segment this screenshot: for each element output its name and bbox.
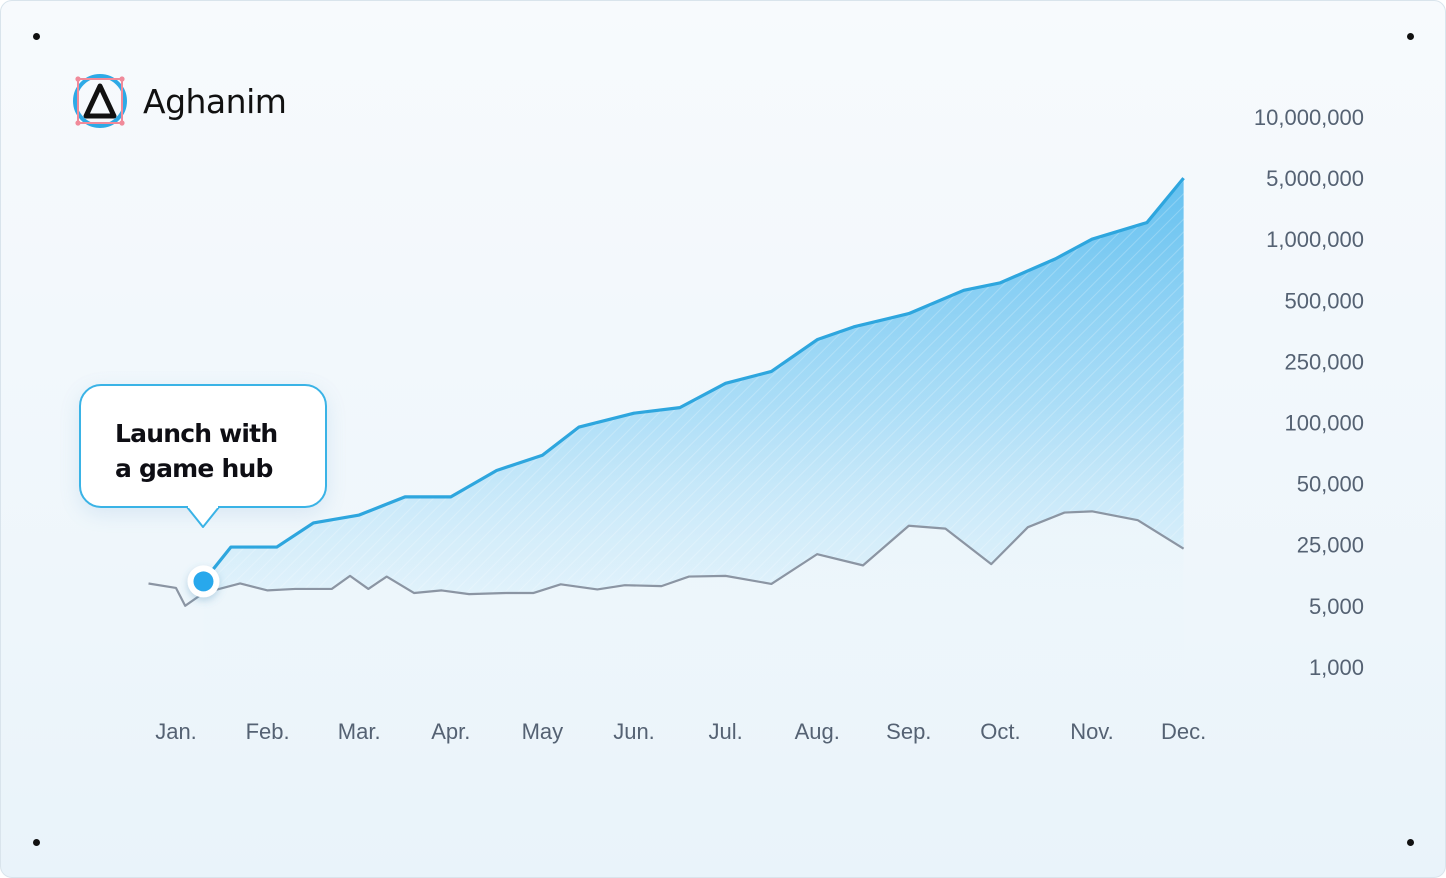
y-tick-label: 25,000 <box>1297 533 1364 558</box>
launch-marker <box>193 571 214 592</box>
x-tick-label: Apr. <box>431 719 470 744</box>
x-tick-label: Sep. <box>886 719 931 744</box>
area-hatch <box>203 178 1184 595</box>
x-tick-label: Oct. <box>980 719 1020 744</box>
y-tick-label: 250,000 <box>1284 349 1364 374</box>
y-tick-label: 1,000,000 <box>1266 227 1364 252</box>
callout-tail <box>186 501 220 528</box>
series-without-game-hub <box>148 510 1185 607</box>
x-tick-label: May <box>522 719 564 744</box>
corner-dot-top-right <box>1407 33 1414 40</box>
series-with-game-hub <box>202 177 1185 583</box>
y-tick-label: 50,000 <box>1297 472 1364 497</box>
x-tick-label: Aug. <box>795 719 840 744</box>
brand-name: Aghanim <box>143 81 287 121</box>
x-tick-label: Jun. <box>613 719 655 744</box>
x-tick-label: Feb. <box>246 719 290 744</box>
brand-logo: Aghanim <box>71 71 287 131</box>
x-tick-label: Nov. <box>1070 719 1114 744</box>
launch-callout: Launch with a game hub <box>79 384 327 508</box>
y-tick-label: 10,000,000 <box>1254 105 1364 130</box>
callout-line-1: Launch with <box>115 419 278 448</box>
y-tick-label: 5,000 <box>1309 594 1364 619</box>
callout-text: Launch with a game hub <box>115 416 315 486</box>
y-tick-label: 5,000,000 <box>1266 166 1364 191</box>
corner-dot-bottom-left <box>33 839 40 846</box>
x-tick-label: Jan. <box>155 719 197 744</box>
callout-line-2: a game hub <box>115 454 273 483</box>
y-tick-label: 500,000 <box>1284 288 1364 313</box>
x-tick-label: Mar. <box>338 719 381 744</box>
corner-dot-bottom-right <box>1407 839 1414 846</box>
x-tick-label: Dec. <box>1161 719 1206 744</box>
corner-dot-top-left <box>33 33 40 40</box>
y-tick-label: 100,000 <box>1284 411 1364 436</box>
x-tick-label: Jul. <box>708 719 742 744</box>
aghanim-logo-icon <box>73 74 127 128</box>
y-tick-label: 1,000 <box>1309 655 1364 680</box>
